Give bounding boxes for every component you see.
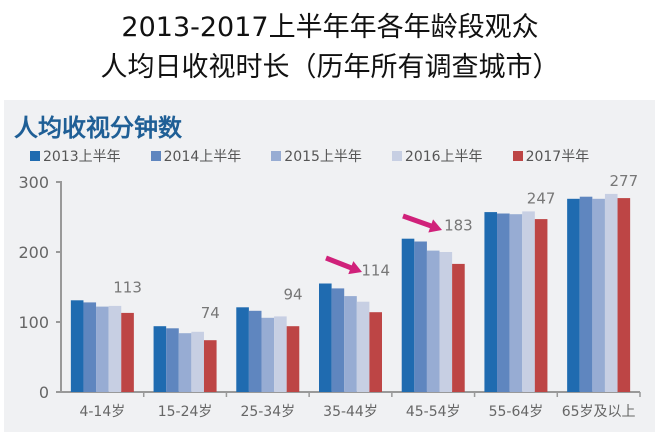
bar-2017半年-65岁及以上 <box>617 198 631 392</box>
legend-swatch <box>150 151 161 161</box>
x-tick-label: 65岁及以上 <box>562 404 636 420</box>
bar-2015上半年-4-14岁 <box>96 306 109 392</box>
bar-2017半年-4-14岁 <box>121 312 134 392</box>
legend-item: 2013上半年 <box>30 146 121 166</box>
bar-2013上半年-45-54岁 <box>401 238 415 392</box>
bar-2017半年-25-34岁 <box>286 326 300 392</box>
data-label: 277 <box>610 172 639 190</box>
bar-2017半年-35-44岁 <box>369 312 382 392</box>
bar-2015上半年-15-24岁 <box>178 333 192 392</box>
data-label: 113 <box>113 278 142 296</box>
x-tick-label: 15-24岁 <box>158 404 213 420</box>
bar-2016上半年-4-14岁 <box>108 305 122 392</box>
x-tick-label: 25-34岁 <box>240 404 295 420</box>
y-tick-label: 100 <box>18 313 49 332</box>
bar-2014上半年-35-44岁 <box>331 288 345 392</box>
legend-swatch <box>30 151 40 161</box>
legend-item: 2014上半年 <box>150 146 242 166</box>
legend-item: 2017半年 <box>512 146 590 166</box>
data-label: 247 <box>527 189 556 207</box>
trend-arrow-shaft <box>402 213 435 230</box>
trend-arrow-shaft <box>325 255 355 272</box>
legend-swatch <box>391 151 402 161</box>
bar-2016上半年-35-44岁 <box>356 301 370 392</box>
legend-label: 2015上半年 <box>284 149 362 165</box>
x-tick-label: 35-44岁 <box>323 404 378 420</box>
bar-2017半年-15-24岁 <box>203 340 217 392</box>
x-tick-label: 4-14岁 <box>79 404 125 420</box>
legend-label: 2016上半年 <box>404 149 483 165</box>
bar-2015上半年-35-44岁 <box>344 296 357 392</box>
bar-2014上半年-25-34岁 <box>248 310 262 392</box>
bar-2014上半年-4-14岁 <box>83 302 97 392</box>
bar-2014上半年-45-54岁 <box>414 241 427 392</box>
title-line-2: 人均日收视时长（历年所有调查城市） <box>100 52 560 83</box>
legend-label: 2017半年 <box>525 149 590 165</box>
bar-2015上半年-55-64岁 <box>509 214 523 392</box>
title-line-1: 2013-2017上半年年各年龄段观众 <box>121 12 539 43</box>
bar-2013上半年-35-44岁 <box>319 283 332 392</box>
bar-2015上半年-45-54岁 <box>426 250 440 392</box>
legend: 2013上半年 2014上半年 2015上半年 2016上半年 2017半年 <box>30 146 619 166</box>
legend-label: 2014上半年 <box>163 149 242 165</box>
trend-arrow-icon <box>428 219 442 233</box>
y-tick-label: 200 <box>18 243 49 262</box>
bar-2017半年-55-64岁 <box>534 219 548 392</box>
x-tick-label: 45-54岁 <box>406 404 461 420</box>
bar-2016上半年-55-64岁 <box>522 211 535 392</box>
legend-item: 2016上半年 <box>391 146 483 166</box>
legend-item: 2015上半年 <box>271 146 362 166</box>
bar-2016上半年-45-54岁 <box>439 252 453 392</box>
data-label: 74 <box>201 304 220 322</box>
legend-label: 2013上半年 <box>43 149 121 165</box>
bar-2015上半年-65岁及以上 <box>592 198 605 392</box>
bar-2016上半年-25-34岁 <box>274 316 287 392</box>
bar-2013上半年-15-24岁 <box>153 326 167 392</box>
bar-2015上半年-25-34岁 <box>261 317 275 392</box>
bar-2016上半年-65岁及以上 <box>604 193 618 392</box>
y-tick-label: 300 <box>18 173 49 192</box>
legend-swatch <box>271 151 282 161</box>
bar-2013上半年-25-34岁 <box>236 307 249 392</box>
bar-2014上半年-55-64岁 <box>497 213 510 392</box>
trend-arrow-icon <box>348 261 362 275</box>
bar-2017半年-45-54岁 <box>452 263 465 392</box>
bar-2016上半年-15-24岁 <box>191 331 204 392</box>
bar-2013上半年-65岁及以上 <box>567 198 580 392</box>
chart-title: 人均收视分钟数 <box>14 114 182 142</box>
legend-swatch <box>512 151 523 161</box>
x-tick-label: 55-64岁 <box>489 404 544 420</box>
bar-2014上半年-15-24岁 <box>166 328 179 392</box>
bar-2013上半年-55-64岁 <box>484 212 498 392</box>
y-tick-label: 0 <box>39 383 49 402</box>
bar-2014上半年-65岁及以上 <box>579 196 593 392</box>
data-label: 183 <box>444 217 473 235</box>
data-label: 114 <box>361 262 390 280</box>
bar-2013上半年-4-14岁 <box>70 300 84 392</box>
data-label: 94 <box>283 285 302 303</box>
